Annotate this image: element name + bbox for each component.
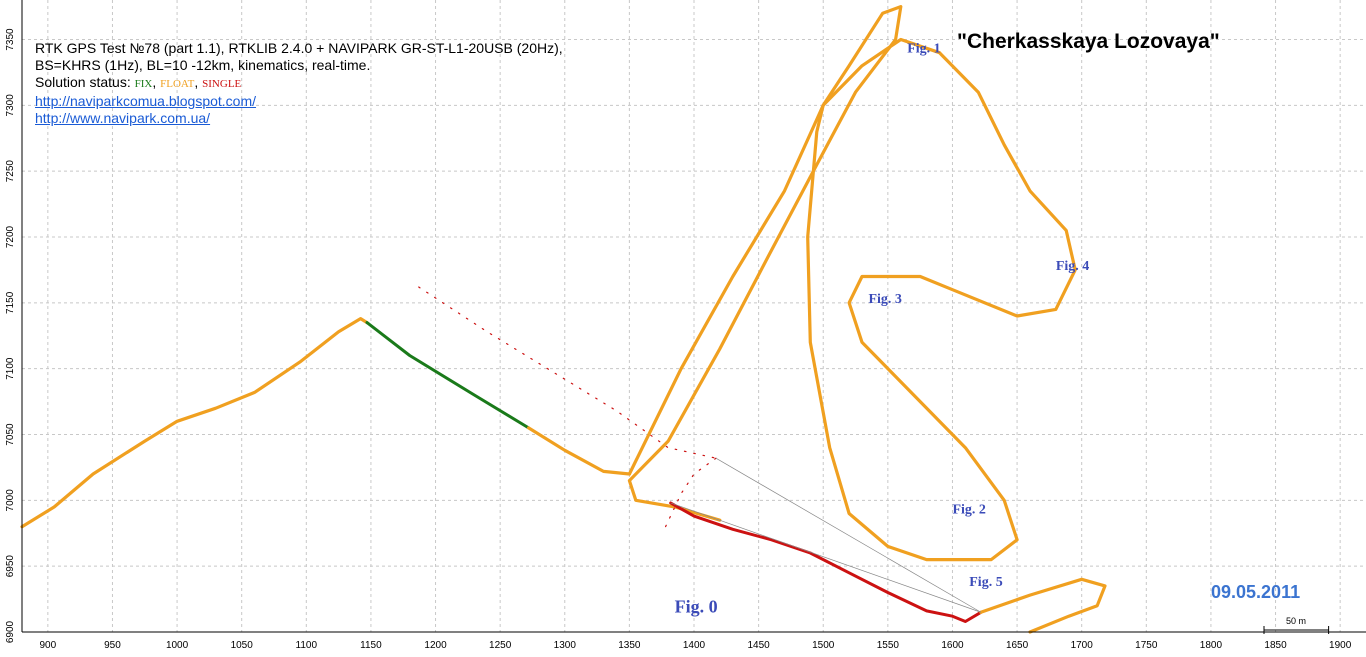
track-float-figures-2-3-4	[806, 37, 1077, 562]
x-tick-label: 1150	[360, 640, 382, 651]
scale-bar	[1263, 626, 1330, 634]
y-tick-label: 7200	[5, 225, 16, 248]
annotation-fig-1: Fig. 1	[907, 42, 940, 57]
site-link[interactable]: http://www.navipark.com.ua/	[35, 110, 211, 126]
y-tick-label: 7300	[5, 94, 16, 117]
status-float: FLOAT	[160, 78, 195, 90]
y-tick-label: 7350	[5, 28, 16, 51]
scale-label: 50 m	[1286, 616, 1307, 626]
x-tick-label: 1000	[166, 640, 189, 651]
x-tick-label: 1400	[683, 640, 706, 651]
x-tick-label: 1450	[747, 640, 770, 651]
x-tick-label: 1600	[941, 640, 964, 651]
status-single: SINGLE	[202, 78, 242, 90]
track-float-figure-1-strip	[627, 4, 903, 522]
connector-line-0	[715, 457, 982, 613]
solution-status: Solution status: FIX, FLOAT, SINGLE	[35, 74, 242, 90]
y-tick-label: 7100	[5, 357, 16, 380]
x-tick-label: 1200	[424, 640, 447, 651]
x-tick-label: 1900	[1329, 640, 1352, 651]
y-tick-label: 6950	[5, 555, 16, 578]
x-tick-label: 1550	[877, 640, 900, 651]
track-single-return	[669, 501, 983, 623]
date-label: 09.05.2011	[1211, 582, 1301, 602]
header-line-1: RTK GPS Test №78 (part 1.1), RTKLIB 2.4.…	[35, 40, 563, 56]
track-layer	[20, 4, 1107, 634]
info-block: RTK GPS Test №78 (part 1.1), RTKLIB 2.4.…	[35, 40, 563, 127]
x-tick-label: 1700	[1071, 640, 1094, 651]
x-tick-label: 950	[104, 640, 121, 651]
label-layer: Fig. 0 Fig. 1 Fig. 2 Fig. 3 Fig. 4 Fig. 5	[675, 42, 1090, 617]
x-tick-label: 1750	[1135, 640, 1158, 651]
y-tick-label: 7250	[5, 160, 16, 183]
header-line-2: BS=KHRS (1Hz), BL=10 -12km, kinematics, …	[35, 57, 371, 73]
track-float-to-junction	[526, 426, 632, 476]
x-tick-label: 1650	[1006, 640, 1029, 651]
y-tick-label: 7150	[5, 291, 16, 314]
x-tick-label: 1500	[812, 640, 835, 651]
x-tick-label: 900	[40, 640, 57, 651]
track-single-sparse-2	[664, 457, 717, 528]
solution-status-label: Solution status:	[35, 74, 135, 90]
connector-line-1	[670, 502, 982, 613]
axis-layer: 900 950 1000 1050 1100 1150 1200 1250 1300 1350 14…	[5, 0, 1366, 651]
chart-title: "Cherkasskaya Lozovaya"	[957, 30, 1220, 53]
y-tick-label: 7000	[5, 489, 16, 512]
x-tick-label: 1850	[1264, 640, 1287, 651]
annotation-fig-5: Fig. 5	[969, 575, 1002, 590]
annotation-fig-0: Fig. 0	[675, 596, 718, 616]
track-fix-descent	[365, 321, 531, 430]
x-tick-label: 1300	[554, 640, 577, 651]
grid-layer	[22, 0, 1366, 633]
status-fix: FIX	[134, 78, 153, 90]
blog-link[interactable]: http://naviparkcomua.blogspot.com/	[35, 93, 257, 109]
annotation-fig-4: Fig. 4	[1056, 259, 1089, 274]
y-tick-label: 7050	[5, 423, 16, 446]
x-tick-label: 1100	[296, 640, 318, 651]
annotation-fig-3: Fig. 3	[868, 292, 901, 307]
x-tick-label: 1050	[231, 640, 254, 651]
track-float-west-approach	[20, 317, 369, 529]
x-tick-label: 1800	[1200, 640, 1223, 651]
x-tick-label: 1250	[489, 640, 512, 651]
y-tick-label: 6900	[5, 620, 16, 643]
x-tick-label: 1350	[618, 640, 641, 651]
track-single-sparse	[418, 286, 717, 459]
annotation-fig-2: Fig. 2	[952, 503, 985, 518]
track-float-fig-5-exit	[979, 577, 1107, 634]
